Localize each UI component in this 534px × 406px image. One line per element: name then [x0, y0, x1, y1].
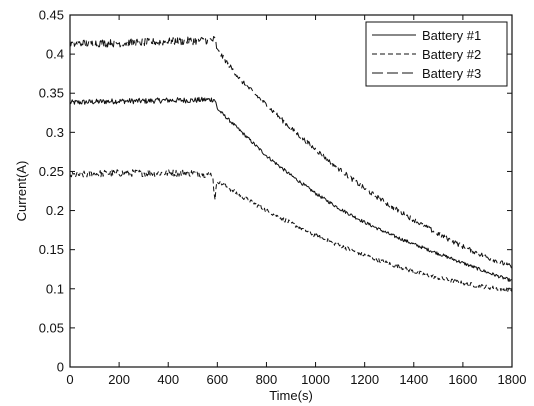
x-tick-label: 1600: [448, 372, 477, 387]
y-tick-label: 0.45: [39, 8, 64, 23]
x-tick-label: 1200: [350, 372, 379, 387]
series-line-2: [70, 169, 512, 293]
series-line-1: [70, 96, 512, 282]
y-tick-label: 0.2: [46, 203, 64, 218]
y-tick-label: 0.25: [39, 164, 64, 179]
x-tick-label: 1800: [498, 372, 527, 387]
y-tick-label: 0.4: [46, 47, 64, 62]
y-tick-label: 0.1: [46, 281, 64, 296]
legend-label-3: Battery #3: [422, 66, 481, 81]
x-axis-title: Time(s): [269, 388, 313, 403]
x-tick-label: 400: [157, 372, 179, 387]
legend: Battery #1 Battery #2 Battery #3: [365, 21, 508, 87]
x-tick-label: 0: [66, 372, 73, 387]
y-tick-label: 0: [57, 360, 64, 375]
x-tick-label: 1400: [399, 372, 428, 387]
series-line-3: [70, 35, 512, 269]
x-tick-label: 800: [256, 372, 278, 387]
axes-frame: [69, 14, 513, 368]
series-layer: [70, 35, 512, 293]
axes: 0 200 400 600 800 1000 1200 1400 1600 1800 0 0.05 0.…: [39, 8, 527, 388]
y-axis-title: Current(A): [14, 161, 29, 222]
x-tick-label: 200: [108, 372, 130, 387]
x-tick-label: 1000: [301, 372, 330, 387]
x-tick-label: 600: [206, 372, 228, 387]
legend-label-1: Battery #1: [422, 28, 481, 43]
y-tick-label: 0.35: [39, 86, 64, 101]
y-tick-label: 0.3: [46, 125, 64, 140]
legend-label-2: Battery #2: [422, 47, 481, 62]
y-tick-label: 0.05: [39, 320, 64, 335]
y-tick-label: 0.15: [39, 242, 64, 257]
